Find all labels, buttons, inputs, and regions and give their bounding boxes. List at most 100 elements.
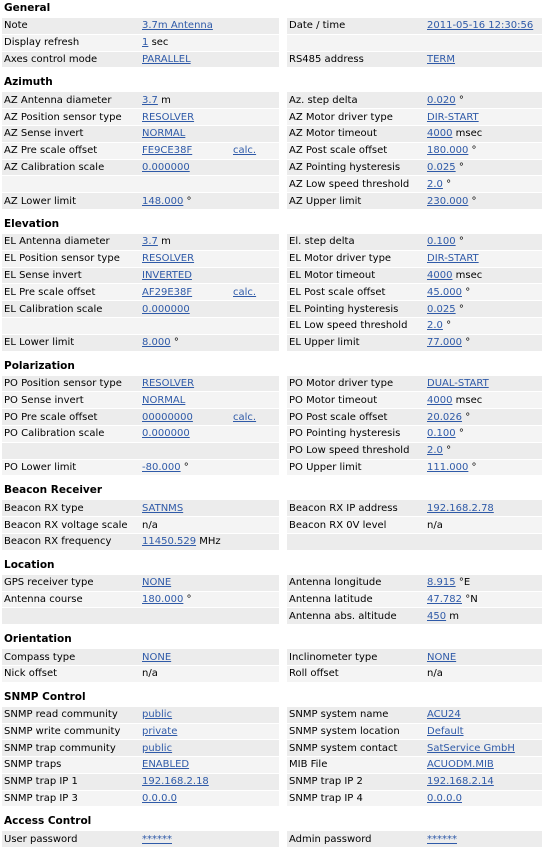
value-gps-receiver-type[interactable]: NONE (142, 577, 172, 589)
label-po-post-scale-offset: PO Post scale offset (287, 409, 425, 425)
value-antenna-abs-altitude[interactable]: 450 (427, 610, 447, 622)
value-po-upper-limit[interactable]: 111.000 (427, 461, 469, 473)
value-date-time[interactable]: 2011-05-16 12:30:56 (427, 20, 534, 32)
value-el-pointing-hysteresis[interactable]: 0.025 (427, 303, 456, 315)
calc-cell: calc. (231, 142, 279, 159)
value-el-pre-scale-offset[interactable]: AF29E38F (142, 286, 193, 298)
value-az-motor-timeout[interactable]: 4000 (427, 128, 453, 140)
value-el-low-speed-threshold[interactable]: 2.0 (427, 320, 443, 332)
value-snmp-system-location[interactable]: Default (427, 725, 464, 737)
value-po-post-scale-offset[interactable]: 20.026 (427, 411, 462, 423)
value-snmp-system-contact[interactable]: SatService GmbH (427, 742, 515, 754)
value-el-post-scale-offset[interactable]: 45.000 (427, 286, 462, 298)
value-snmp-trap-community[interactable]: public (142, 742, 173, 754)
value-az-step-delta[interactable]: 0.020 (427, 94, 456, 106)
value-cell: 0.100 ° (425, 425, 542, 442)
value-az-antenna-diameter[interactable]: 3.7 (142, 94, 158, 106)
value-snmp-trap-ip-2[interactable]: 192.168.2.14 (427, 776, 494, 788)
column-spacer (279, 425, 287, 442)
value-el-motor-timeout[interactable]: 4000 (427, 269, 453, 281)
value-antenna-longitude[interactable]: 8.915 (427, 577, 456, 589)
table-row: SNMP traps ENABLED MIB File ACUODM.MIB (2, 757, 542, 773)
value-cell: 2.0 ° (425, 176, 542, 193)
value-po-motor-driver-type[interactable]: DUAL-START (427, 377, 489, 389)
value-snmp-trap-ip-1[interactable]: 192.168.2.18 (142, 776, 209, 788)
column-spacer (279, 533, 287, 550)
value-compass-type[interactable]: NONE (142, 651, 172, 663)
value-el-upper-limit[interactable]: 77.000 (427, 337, 462, 349)
column-spacer (279, 125, 287, 142)
value-az-lower-limit[interactable]: 148.000 (142, 195, 184, 207)
section-beacon-receiver: Beacon Receiver Beacon RX type SATNMS Beaco… (2, 482, 542, 556)
value-po-low-speed-threshold[interactable]: 2.0 (427, 445, 443, 457)
value-admin-password[interactable]: ****** (427, 833, 457, 845)
value-el-step-delta[interactable]: 0.100 (427, 236, 456, 248)
value-az-low-speed-threshold[interactable]: 2.0 (427, 178, 443, 190)
value-snmp-trap-ip-4[interactable]: 0.0.0.0 (427, 793, 462, 805)
value-snmp-read-community[interactable]: public (142, 709, 173, 721)
value-po-pointing-hysteresis[interactable]: 0.100 (427, 428, 456, 440)
value-cell: DUAL-START (425, 375, 542, 392)
value-az-upper-limit[interactable]: 230.000 (427, 195, 469, 207)
label-el-antenna-diameter: EL Antenna diameter (2, 233, 140, 250)
value-rs485-address[interactable]: TERM (427, 53, 456, 65)
value-po-calibration-scale[interactable]: 0.000000 (142, 428, 190, 440)
value-inclinometer-type[interactable]: NONE (427, 651, 457, 663)
value-az-pointing-hysteresis[interactable]: 0.025 (427, 161, 456, 173)
value-az-sense-invert[interactable]: NORMAL (142, 128, 186, 140)
value-user-password[interactable]: ****** (142, 833, 172, 845)
label-el-low-speed-threshold: EL Low speed threshold (287, 317, 425, 334)
value-az-calibration-scale[interactable]: 0.000000 (142, 161, 190, 173)
value-po-pre-scale-offset[interactable]: 00000000 (142, 411, 193, 423)
value-axes-control-mode[interactable]: PARALLEL (142, 53, 191, 65)
value-cell: INVERTED (140, 267, 231, 284)
calc-cell (231, 533, 279, 550)
value-beacon-rx-type[interactable]: SATNMS (142, 502, 184, 514)
unit-label: m (449, 610, 460, 622)
value-el-calibration-scale[interactable]: 0.000000 (142, 303, 190, 315)
label-snmp-trap-ip-1: SNMP trap IP 1 (2, 773, 140, 790)
value-cell: 0.025 ° (425, 159, 542, 176)
table-row: EL Sense invert INVERTED EL Motor timeout 4… (2, 267, 542, 284)
value-el-motor-driver-type[interactable]: DIR-START (427, 253, 479, 265)
value-el-lower-limit[interactable]: 8.000 (142, 337, 171, 349)
value-az-motor-driver-type[interactable]: DIR-START (427, 111, 479, 123)
table-row: SNMP write community private SNMP system l… (2, 723, 542, 740)
value-antenna-latitude[interactable]: 47.782 (427, 593, 462, 605)
section-title: SNMP Control (4, 690, 86, 703)
label-snmp-write-community: SNMP write community (2, 723, 140, 740)
unit-label: °E (458, 577, 471, 589)
value-beacon-rx-frequency[interactable]: 11450.529 (142, 536, 197, 548)
value-snmp-trap-ip-3[interactable]: 0.0.0.0 (142, 793, 177, 805)
value-snmp-write-community[interactable]: private (142, 725, 178, 737)
calc-link[interactable]: calc. (233, 145, 257, 157)
unit-label: ° (465, 286, 471, 298)
table-row: Beacon RX type SATNMS Beacon RX IP address… (2, 500, 542, 517)
column-spacer (279, 459, 287, 476)
value-cell: n/a (140, 517, 231, 533)
calc-cell (231, 51, 279, 68)
value-po-position-sensor-type[interactable]: RESOLVER (142, 377, 195, 389)
calc-link[interactable]: calc. (233, 286, 257, 298)
calc-cell (231, 459, 279, 476)
unit-label: ° (186, 195, 192, 207)
value-el-sense-invert[interactable]: INVERTED (142, 269, 192, 281)
value-display-refresh[interactable]: 1 (142, 37, 149, 49)
value-po-sense-invert[interactable]: NORMAL (142, 394, 186, 406)
value-az-pre-scale-offset[interactable]: FE9CE38F (142, 145, 193, 157)
value-antenna-course[interactable]: 180.000 (142, 593, 184, 605)
value-el-antenna-diameter[interactable]: 3.7 (142, 236, 158, 248)
label-az-lower-limit: AZ Lower limit (2, 193, 140, 209)
value-az-post-scale-offset[interactable]: 180.000 (427, 145, 469, 157)
value-cell: n/a (425, 665, 542, 682)
value-note[interactable]: 3.7m Antenna (142, 20, 213, 32)
calc-link[interactable]: calc. (233, 411, 257, 423)
value-az-position-sensor-type[interactable]: RESOLVER (142, 111, 195, 123)
value-snmp-traps[interactable]: ENABLED (142, 759, 190, 771)
value-el-position-sensor-type[interactable]: RESOLVER (142, 253, 195, 265)
value-po-motor-timeout[interactable]: 4000 (427, 394, 453, 406)
value-po-lower-limit[interactable]: -80.000 (142, 461, 181, 473)
value-beacon-rx-ip-address[interactable]: 192.168.2.78 (427, 502, 494, 514)
value-snmp-system-name[interactable]: ACU24 (427, 709, 461, 721)
value-mib-file[interactable]: ACUODM.MIB (427, 759, 494, 771)
